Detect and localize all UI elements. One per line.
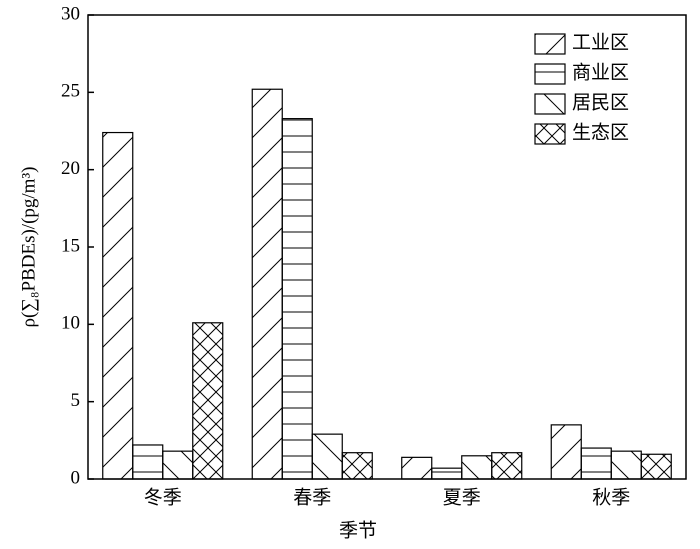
x-axis-label: 季节 bbox=[339, 519, 377, 541]
legend-swatch bbox=[534, 123, 566, 145]
bar bbox=[461, 455, 493, 480]
y-tick-label: 30 bbox=[61, 3, 80, 24]
bar bbox=[192, 322, 224, 480]
y-tick-label: 10 bbox=[61, 313, 80, 334]
bar bbox=[281, 118, 313, 480]
x-tick-label: 夏季 bbox=[443, 486, 481, 508]
plot-frame bbox=[87, 14, 687, 480]
bar bbox=[251, 88, 283, 480]
x-tick-label: 冬季 bbox=[144, 486, 182, 508]
bar bbox=[102, 131, 134, 480]
bar bbox=[401, 456, 433, 480]
y-tick-label: 15 bbox=[61, 235, 80, 256]
legend-label: 居民区 bbox=[572, 92, 629, 113]
bar bbox=[132, 444, 164, 480]
y-axis-label: ρ(∑₈PBDEs)/(pg/m³) bbox=[18, 167, 39, 328]
legend-swatch bbox=[534, 33, 566, 55]
bar bbox=[640, 453, 672, 480]
x-tick-label: 春季 bbox=[293, 486, 331, 508]
legend-label: 商业区 bbox=[572, 61, 629, 83]
bar bbox=[610, 450, 642, 480]
bar bbox=[580, 447, 612, 480]
bar bbox=[550, 424, 582, 480]
bar bbox=[341, 452, 373, 480]
legend-label: 工业区 bbox=[572, 31, 629, 53]
bar bbox=[162, 450, 194, 480]
y-tick-label: 20 bbox=[61, 158, 80, 179]
bar bbox=[311, 433, 343, 480]
y-tick-label: 0 bbox=[71, 467, 81, 488]
y-tick-label: 25 bbox=[61, 81, 80, 102]
x-tick-label: 秋季 bbox=[592, 486, 630, 508]
y-tick-label: 5 bbox=[71, 390, 81, 411]
legend-label: 生态区 bbox=[572, 121, 629, 143]
bar bbox=[431, 467, 463, 480]
legend-swatch bbox=[534, 93, 566, 115]
bar bbox=[491, 452, 523, 480]
legend-swatch bbox=[534, 63, 566, 85]
